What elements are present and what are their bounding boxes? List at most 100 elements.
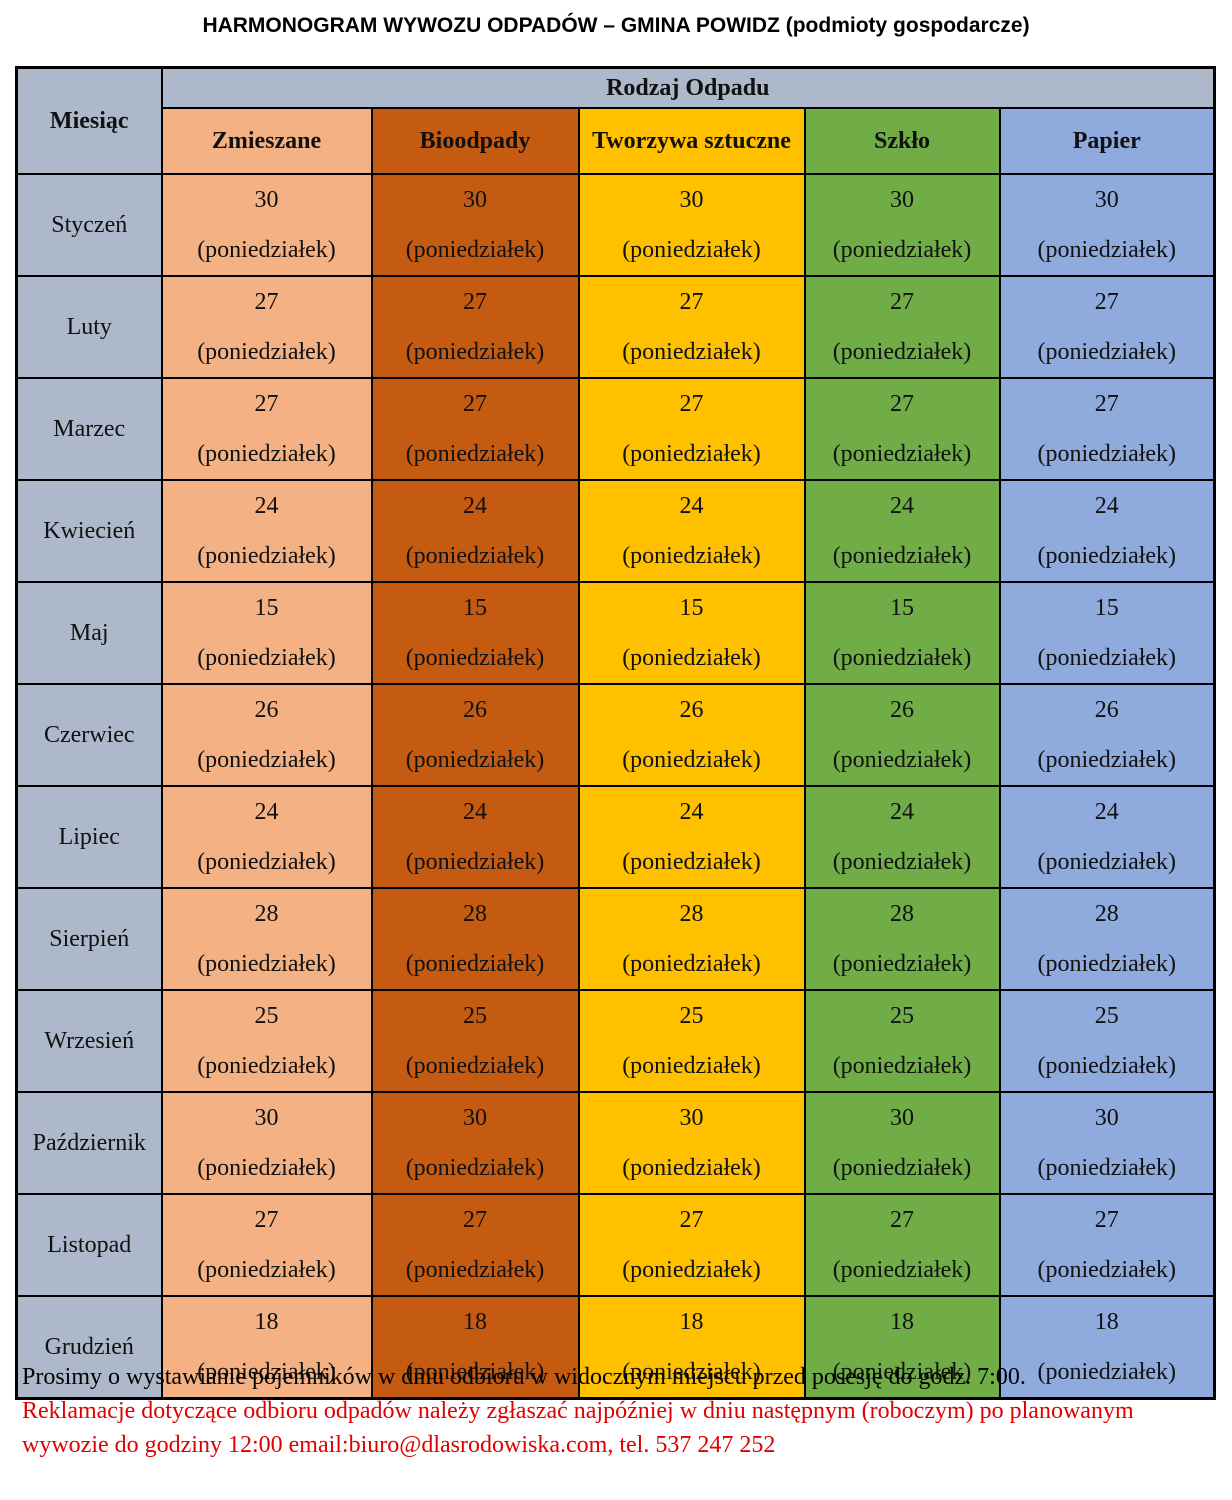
collection-weekday: (poniedziałek) — [1037, 1155, 1177, 1181]
collection-weekday: (poniedziałek) — [1037, 339, 1177, 365]
collection-day: 30 — [1094, 187, 1119, 213]
page-title: HARMONOGRAM WYWOZU ODPADÓW – GMINA POWID… — [202, 14, 1030, 37]
collection-day: 25 — [890, 1003, 914, 1029]
collection-cell-szklo: 27 (poniedziałek) — [803, 275, 1001, 379]
collection-day: 24 — [254, 493, 279, 519]
schedule-table: Miesiąc Rodzaj Odpadu Zmieszane Bioodpad… — [15, 66, 1217, 1400]
collection-day: 18 — [679, 1309, 704, 1335]
collection-cell-szklo: 27 (poniedziałek) — [803, 1193, 1001, 1297]
collection-day: 25 — [1094, 1003, 1119, 1029]
collection-cell-szklo: 18 (poniedziałek) — [803, 1295, 1001, 1400]
collection-cell-papier: 28 (poniedziałek) — [998, 887, 1216, 991]
collection-weekday: (poniedziałek) — [832, 1053, 972, 1079]
collection-weekday: (poniedziałek) — [1037, 951, 1177, 977]
collection-day: 18 — [890, 1309, 914, 1335]
collection-cell-tworzywa-sztuczne: 25 (poniedziałek) — [577, 989, 806, 1093]
collection-weekday: (poniedziałek) — [197, 441, 336, 467]
collection-day: 25 — [254, 1003, 279, 1029]
collection-weekday: (poniedziałek) — [197, 237, 336, 263]
collection-cell-bioodpady: 25 (poniedziałek) — [370, 989, 580, 1093]
collection-cell-szklo: 24 (poniedziałek) — [803, 785, 1001, 889]
collection-weekday: (poniedziałek) — [832, 237, 972, 263]
month-cell: Wrzesień — [15, 989, 163, 1093]
collection-cell-tworzywa-sztuczne: 15 (poniedziałek) — [577, 581, 806, 685]
month-cell: Październik — [15, 1091, 163, 1195]
collection-weekday: (poniedziałek) — [197, 747, 336, 773]
waste-type-group-header: Rodzaj Odpadu — [160, 66, 1216, 109]
collection-day: 27 — [1094, 391, 1119, 417]
collection-day: 27 — [679, 1207, 704, 1233]
collection-cell-papier: 27 (poniedziałek) — [998, 1193, 1216, 1297]
collection-day: 24 — [1094, 493, 1119, 519]
collection-weekday: (poniedziałek) — [405, 951, 545, 977]
collection-cell-bioodpady: 30 (poniedziałek) — [370, 173, 580, 277]
collection-day: 18 — [254, 1309, 279, 1335]
table-row: Listopad 27 (poniedziałek) 27 (poniedziałek)… — [15, 1193, 1216, 1297]
collection-weekday: (poniedziałek) — [405, 1359, 545, 1385]
collection-weekday: (poniedziałek) — [622, 1359, 761, 1385]
header-zmieszane: Zmieszane — [160, 107, 373, 175]
collection-day: 30 — [679, 1105, 704, 1131]
collection-weekday: (poniedziałek) — [832, 645, 972, 671]
collection-day: 24 — [463, 799, 487, 825]
collection-cell-tworzywa-sztuczne: 27 (poniedziałek) — [577, 377, 806, 481]
table-row: Luty 27 (poniedziałek) 27 (poniedziałek) 27 (p… — [15, 275, 1216, 379]
schedule-body: Styczeń 30 (poniedziałek) 30 (poniedziałek) 3… — [15, 173, 1216, 1400]
collection-cell-zmieszane: 30 (poniedziałek) — [160, 1091, 373, 1195]
collection-cell-tworzywa-sztuczne: 18 (poniedziałek) — [577, 1295, 806, 1400]
collection-cell-tworzywa-sztuczne: 27 (poniedziałek) — [577, 1193, 806, 1297]
collection-cell-papier: 27 (poniedziałek) — [998, 275, 1216, 379]
collection-cell-tworzywa-sztuczne: 30 (poniedziałek) — [577, 173, 806, 277]
collection-weekday: (poniedziałek) — [1037, 237, 1177, 263]
collection-weekday: (poniedziałek) — [405, 849, 545, 875]
collection-day: 30 — [890, 1105, 914, 1131]
collection-weekday: (poniedziałek) — [832, 441, 972, 467]
month-cell: Kwiecień — [15, 479, 163, 583]
collection-weekday: (poniedziałek) — [1037, 1359, 1177, 1385]
collection-day: 27 — [463, 1207, 487, 1233]
collection-day: 24 — [254, 799, 279, 825]
month-cell: Lipiec — [15, 785, 163, 889]
collection-cell-tworzywa-sztuczne: 30 (poniedziałek) — [577, 1091, 806, 1195]
collection-day: 26 — [1094, 697, 1119, 723]
collection-day: 30 — [679, 187, 704, 213]
collection-weekday: (poniedziałek) — [1037, 441, 1177, 467]
collection-day: 27 — [254, 391, 279, 417]
header-papier: Papier — [998, 107, 1216, 175]
collection-weekday: (poniedziałek) — [1037, 1053, 1177, 1079]
collection-cell-zmieszane: 18 (poniedziałek) — [160, 1295, 373, 1400]
collection-day: 18 — [1094, 1309, 1119, 1335]
collection-day: 30 — [1094, 1105, 1119, 1131]
collection-cell-szklo: 27 (poniedziałek) — [803, 377, 1001, 481]
collection-weekday: (poniedziałek) — [197, 951, 336, 977]
collection-weekday: (poniedziałek) — [197, 849, 336, 875]
collection-day: 27 — [890, 1207, 914, 1233]
table-row: Styczeń 30 (poniedziałek) 30 (poniedziałek) 3… — [15, 173, 1216, 277]
collection-weekday: (poniedziałek) — [197, 339, 336, 365]
collection-weekday: (poniedziałek) — [832, 849, 972, 875]
collection-day: 26 — [254, 697, 279, 723]
collection-cell-zmieszane: 25 (poniedziałek) — [160, 989, 373, 1093]
collection-weekday: (poniedziałek) — [1037, 543, 1177, 569]
collection-cell-szklo: 30 (poniedziałek) — [803, 173, 1001, 277]
collection-weekday: (poniedziałek) — [405, 1155, 545, 1181]
collection-cell-papier: 30 (poniedziałek) — [998, 173, 1216, 277]
table-row: Październik 30 (poniedziałek) 30 (poniedział… — [15, 1091, 1216, 1195]
collection-day: 30 — [254, 1105, 279, 1131]
collection-weekday: (poniedziałek) — [832, 339, 972, 365]
collection-day: 27 — [679, 391, 704, 417]
collection-day: 26 — [890, 697, 914, 723]
collection-weekday: (poniedziałek) — [622, 543, 761, 569]
collection-day: 27 — [1094, 1207, 1119, 1233]
collection-cell-tworzywa-sztuczne: 26 (poniedziałek) — [577, 683, 806, 787]
collection-day: 28 — [254, 901, 279, 927]
collection-weekday: (poniedziałek) — [832, 951, 972, 977]
collection-day: 28 — [890, 901, 914, 927]
collection-cell-papier: 24 (poniedziałek) — [998, 479, 1216, 583]
collection-cell-papier: 27 (poniedziałek) — [998, 377, 1216, 481]
collection-weekday: (poniedziałek) — [405, 645, 545, 671]
table-row: Lipiec 24 (poniedziałek) 24 (poniedziałek) 24… — [15, 785, 1216, 889]
collection-weekday: (poniedziałek) — [1037, 645, 1177, 671]
collection-weekday: (poniedziałek) — [622, 747, 761, 773]
collection-cell-bioodpady: 27 (poniedziałek) — [370, 1193, 580, 1297]
